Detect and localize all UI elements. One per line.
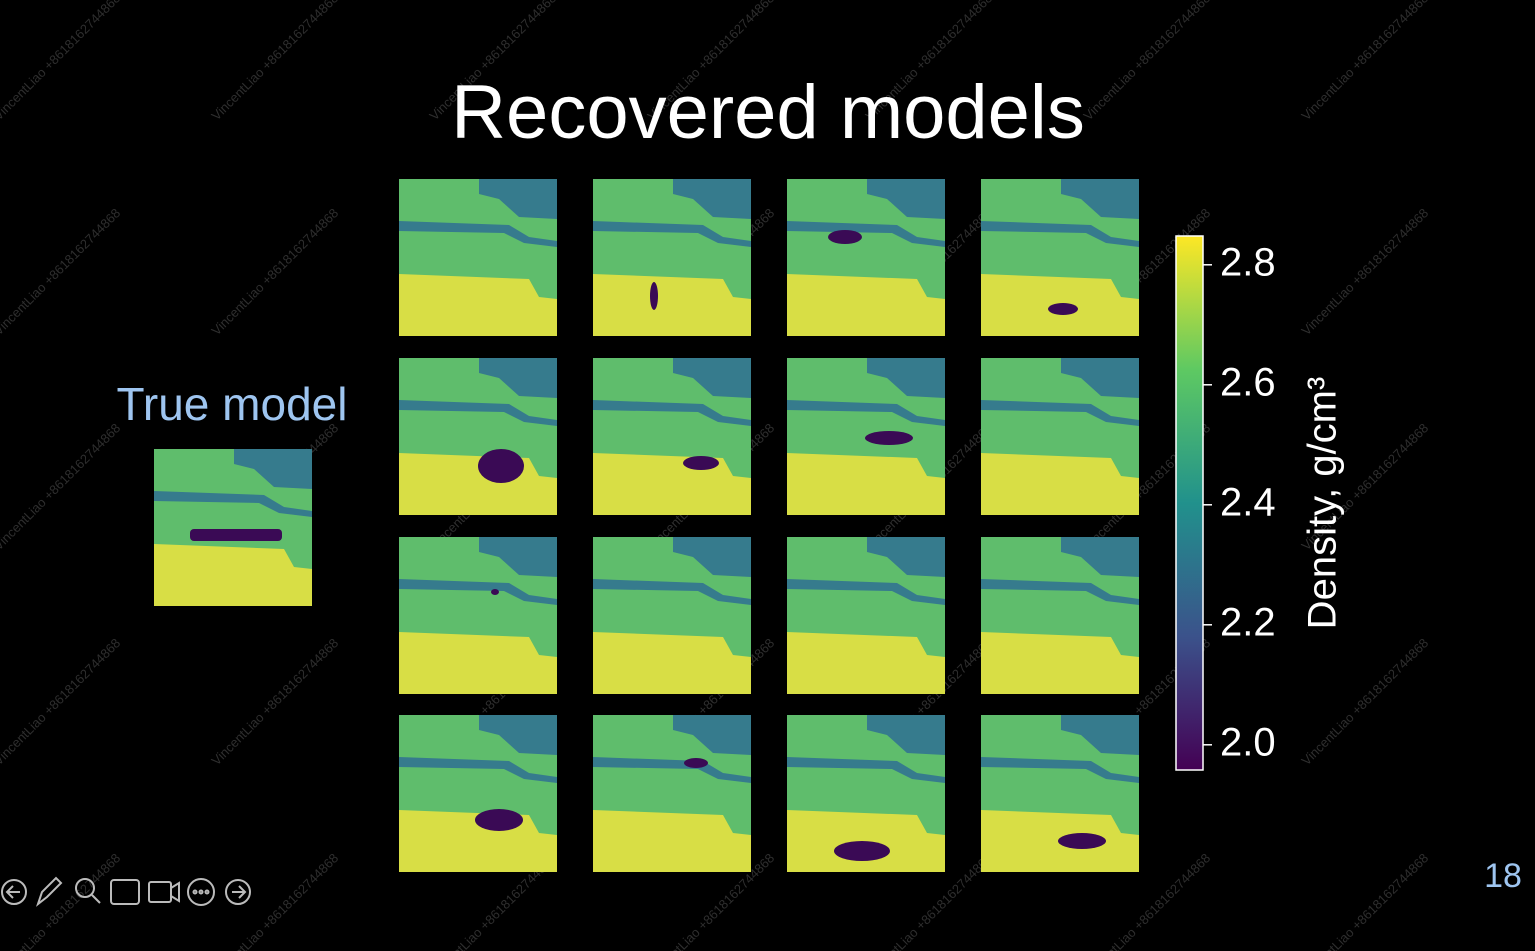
model-image bbox=[593, 537, 751, 694]
model-image bbox=[154, 449, 312, 606]
model-image bbox=[981, 358, 1139, 515]
model-image bbox=[593, 179, 751, 336]
watermark: VincentLiao +8618162744868 bbox=[0, 420, 123, 553]
layer bbox=[1061, 179, 1139, 219]
model-panels bbox=[154, 179, 1139, 872]
colorbar-tick-label: 2.4 bbox=[1220, 480, 1276, 524]
watermark: VincentLiao +8618162744868 bbox=[0, 850, 123, 951]
watermark: VincentLiao +8618162744868 bbox=[208, 205, 341, 338]
model-image bbox=[593, 358, 751, 515]
model-image bbox=[787, 179, 945, 336]
layer bbox=[399, 579, 557, 605]
layer bbox=[593, 579, 751, 605]
anomaly bbox=[1058, 833, 1106, 849]
layer bbox=[234, 449, 312, 489]
anomaly bbox=[478, 449, 524, 483]
watermark: VincentLiao +8618162744868 bbox=[0, 0, 123, 123]
model-image bbox=[399, 358, 557, 515]
model-image bbox=[593, 715, 751, 872]
anomaly bbox=[1048, 303, 1078, 315]
anomaly bbox=[475, 809, 523, 831]
layer bbox=[787, 579, 945, 605]
watermark: VincentLiao +8618162744868 bbox=[1298, 850, 1431, 951]
layer bbox=[479, 179, 557, 219]
layer bbox=[399, 400, 557, 426]
anomaly bbox=[491, 589, 499, 595]
model-image bbox=[787, 358, 945, 515]
model-image bbox=[981, 179, 1139, 336]
colorbar-tick-label: 2.0 bbox=[1220, 720, 1276, 764]
layer bbox=[981, 579, 1139, 605]
next-button[interactable] bbox=[225, 879, 251, 905]
model-image bbox=[399, 537, 557, 694]
captions-button[interactable] bbox=[110, 879, 140, 905]
layer bbox=[673, 715, 751, 755]
more-button[interactable] bbox=[187, 878, 215, 906]
anomaly bbox=[834, 841, 890, 861]
model-image bbox=[399, 179, 557, 336]
watermark: VincentLiao +8618162744868 bbox=[0, 205, 123, 338]
watermark: VincentLiao +8618162744868 bbox=[208, 850, 341, 951]
colorbar-ticks: 2.0 2.2 2.4 2.6 2.8 bbox=[1203, 240, 1276, 764]
watermark: VincentLiao +8618162744868 bbox=[1298, 205, 1431, 338]
layer bbox=[981, 221, 1139, 247]
layer bbox=[1061, 358, 1139, 398]
layer bbox=[593, 400, 751, 426]
colorbar bbox=[1175, 235, 1204, 771]
page-number: 18 bbox=[1484, 857, 1522, 895]
layer bbox=[867, 358, 945, 398]
true-model-label: True model bbox=[117, 378, 348, 430]
layer bbox=[787, 400, 945, 426]
layer bbox=[867, 715, 945, 755]
model-image bbox=[399, 715, 557, 872]
layer bbox=[399, 221, 557, 247]
watermark: VincentLiao +8618162744868 bbox=[1298, 635, 1431, 768]
watermark: VincentLiao +8618162744868 bbox=[208, 0, 341, 123]
layer bbox=[479, 537, 557, 577]
presentation-toolbar bbox=[1, 876, 251, 907]
layer bbox=[399, 757, 557, 783]
layer bbox=[867, 537, 945, 577]
layer bbox=[673, 358, 751, 398]
colorbar-tick-label: 2.8 bbox=[1220, 240, 1276, 284]
watermark: VincentLiao +8618162744868 bbox=[208, 635, 341, 768]
zoom-button[interactable] bbox=[75, 878, 101, 904]
anomaly bbox=[683, 456, 719, 470]
slide-title: Recovered models bbox=[451, 70, 1085, 155]
model-image bbox=[981, 715, 1139, 872]
anomaly bbox=[865, 431, 913, 445]
model-image bbox=[981, 537, 1139, 694]
layer bbox=[1061, 537, 1139, 577]
pen-button[interactable] bbox=[36, 876, 63, 907]
prev-button[interactable] bbox=[1, 879, 27, 905]
layer bbox=[479, 715, 557, 755]
layer bbox=[673, 179, 751, 219]
layer bbox=[479, 358, 557, 398]
anomaly bbox=[684, 758, 708, 768]
anomaly bbox=[828, 230, 862, 244]
anomaly bbox=[190, 529, 282, 541]
layer bbox=[981, 757, 1139, 783]
layer bbox=[593, 221, 751, 247]
colorbar-tick-label: 2.6 bbox=[1220, 360, 1276, 404]
colorbar-label: Density, g/cm³ bbox=[1301, 377, 1345, 630]
layer bbox=[1061, 715, 1139, 755]
watermark: VincentLiao +8618162744868 bbox=[1298, 0, 1431, 123]
layer bbox=[787, 757, 945, 783]
layer bbox=[154, 491, 312, 517]
layer bbox=[787, 221, 945, 247]
anomaly bbox=[650, 282, 658, 310]
model-image bbox=[787, 715, 945, 872]
colorbar-tick-label: 2.2 bbox=[1220, 600, 1276, 644]
layer bbox=[981, 400, 1139, 426]
video-button[interactable] bbox=[148, 881, 180, 903]
layer bbox=[673, 537, 751, 577]
watermark: VincentLiao +8618162744868 bbox=[0, 635, 123, 768]
model-image bbox=[787, 537, 945, 694]
watermark: VincentLiao +8618162744868 bbox=[1080, 0, 1213, 123]
layer bbox=[593, 757, 751, 783]
layer bbox=[867, 179, 945, 219]
